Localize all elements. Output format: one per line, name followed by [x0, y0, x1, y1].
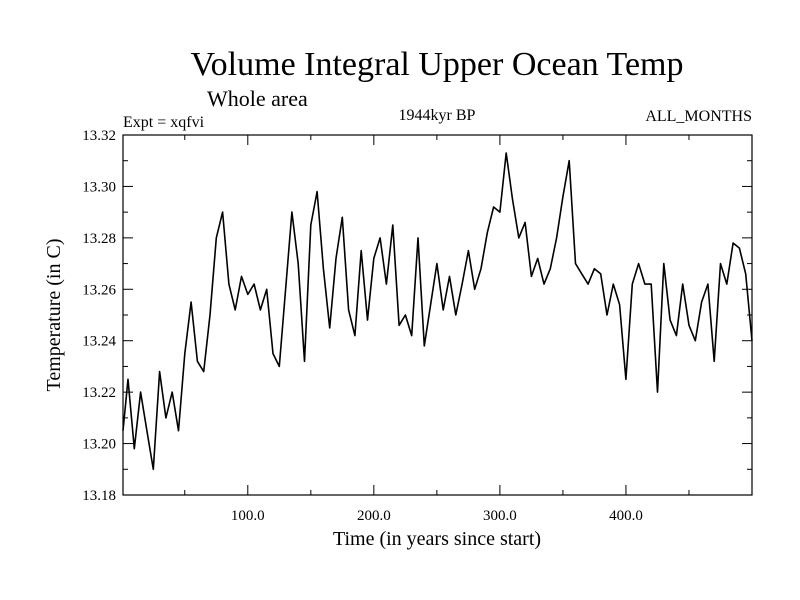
y-tick-label: 13.20: [82, 437, 116, 453]
x-tick-label: 400.0: [609, 508, 643, 524]
period-label: 1944kyr BP: [399, 107, 476, 124]
x-axis-label: Time (in years since start): [333, 528, 541, 550]
y-axis-label: Temperature (in C): [43, 239, 65, 392]
y-tick-label: 13.22: [82, 385, 116, 401]
experiment-label: Expt = xqfvi: [123, 114, 205, 131]
x-tick-label: 200.0: [357, 508, 391, 524]
x-tick-label: 300.0: [483, 508, 517, 524]
chart-title: Volume Integral Upper Ocean Temp: [191, 46, 684, 83]
y-tick-label: 13.30: [82, 179, 116, 195]
plot-frame: [122, 134, 753, 496]
series-layer: [122, 152, 753, 471]
y-tick-label: 13.26: [82, 282, 116, 298]
y-tick-label: 13.28: [82, 231, 116, 247]
months-label: ALL_MONTHS: [645, 108, 752, 125]
x-axis: 100.0 200.0 300.0 400.0: [184, 135, 690, 524]
x-tick-label: 100.0: [231, 508, 265, 524]
chart-subtitle: Whole area: [207, 86, 308, 111]
y-tick-label: 13.24: [82, 334, 116, 350]
y-axis: 13.18 13.20 13.22 13.24 13.26 13.28 13.30 13.32: [82, 128, 752, 504]
y-tick-label: 13.32: [82, 128, 116, 144]
y-tick-label: 13.18: [82, 488, 116, 504]
series-line: [122, 152, 753, 471]
